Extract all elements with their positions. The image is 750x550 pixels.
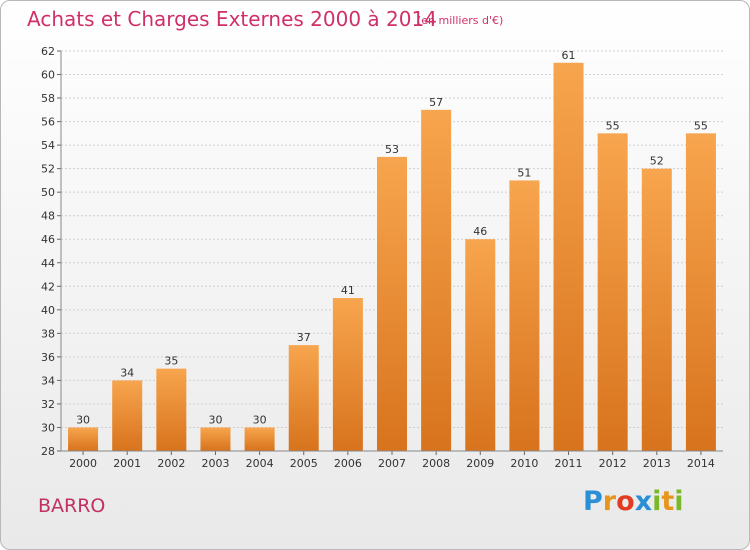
x-tick-label-2005: 2005 [290,457,318,470]
chart-title: Achats et Charges Externes 2000 à 2014 [27,7,437,31]
y-tick-label: 30 [41,421,55,434]
x-tick-label-2007: 2007 [378,457,406,470]
y-tick-label: 44 [41,257,55,270]
logo-letter: o [616,486,635,517]
data-label-2002: 35 [164,355,178,368]
bar-2012 [597,133,628,451]
bar-2013 [641,168,672,451]
logo-letter: x [634,486,653,517]
x-tick-label-2009: 2009 [466,457,494,470]
bar-2014 [685,133,716,451]
data-label-2007: 53 [385,143,399,156]
place-name: BARRO [38,495,106,517]
data-label-2000: 30 [76,413,90,426]
y-tick-label: 56 [41,116,55,129]
logo-letter: P [583,486,603,517]
data-label-2009: 46 [473,225,487,238]
x-tick-label-2003: 2003 [201,457,229,470]
chart-unit: (en milliers d'€) [417,14,504,27]
x-tick-label-2010: 2010 [510,457,538,470]
bar-2000 [68,427,99,451]
data-label-2004: 30 [253,413,267,426]
bar-2002 [156,368,187,451]
x-tick-label-2008: 2008 [422,457,450,470]
y-tick-label: 54 [41,139,55,152]
data-label-2006: 41 [341,284,355,297]
data-label-2010: 51 [517,166,531,179]
y-tick-label: 52 [41,163,55,176]
data-label-2008: 57 [429,96,443,109]
y-tick-label: 32 [41,398,55,411]
x-tick-label-2011: 2011 [555,457,583,470]
data-label-2014: 55 [694,119,708,132]
y-tick-label: 34 [41,374,55,387]
bar-2008 [421,109,452,451]
bar-2007 [377,156,407,451]
x-tick-label-2012: 2012 [599,457,627,470]
x-tick-label-2006: 2006 [334,457,362,470]
logo-letter: i [674,486,684,517]
y-tick-label: 62 [41,45,55,58]
bar-2005 [288,345,319,451]
x-tick-label-2014: 2014 [687,457,715,470]
y-tick-label: 58 [41,92,55,105]
data-label-2003: 30 [208,413,222,426]
x-tick-label-2013: 2013 [643,457,671,470]
bar-2006 [332,298,363,451]
data-label-2013: 52 [650,155,664,168]
x-axis: 2000 2001 2002 2003 2004 2005 2006 2007 2008 2009… [61,450,723,470]
x-tick-label-2002: 2002 [157,457,185,470]
logo-letter: r [602,486,617,517]
y-tick-label: 28 [41,445,55,458]
y-tick-label: 46 [41,233,55,246]
data-label-2012: 55 [606,119,620,132]
data-label-2011: 61 [562,49,576,62]
bars: 30 34 35 30 30 37 41 53 57 46 51 61 55 52 55 [68,49,716,452]
y-tick-label: 50 [41,186,55,199]
y-tick-label: 60 [41,69,55,82]
logo-letter: t [661,486,675,517]
data-label-2001: 34 [120,366,134,379]
bar-2009 [465,239,496,451]
x-tick-label-2004: 2004 [246,457,274,470]
logo-letter: i [652,486,662,517]
data-label-2005: 37 [297,331,311,344]
y-axis: 28 30 32 34 36 38 40 42 44 46 48 50 52 54 56 58 60 62 [41,45,62,458]
y-tick-label: 48 [41,210,55,223]
y-tick-label: 36 [41,351,55,364]
bar-2004 [244,427,275,451]
y-tick-label: 40 [41,304,55,317]
bar-2011 [553,62,584,451]
proxiti-logo: Proxiti [583,486,684,517]
y-tick-label: 42 [41,280,55,293]
y-tick-label: 38 [41,327,55,340]
bar-2003 [200,427,231,451]
bar-2001 [112,380,143,451]
x-tick-label-2001: 2001 [113,457,141,470]
x-tick-label-2000: 2000 [69,457,97,470]
bar-2010 [509,180,540,452]
